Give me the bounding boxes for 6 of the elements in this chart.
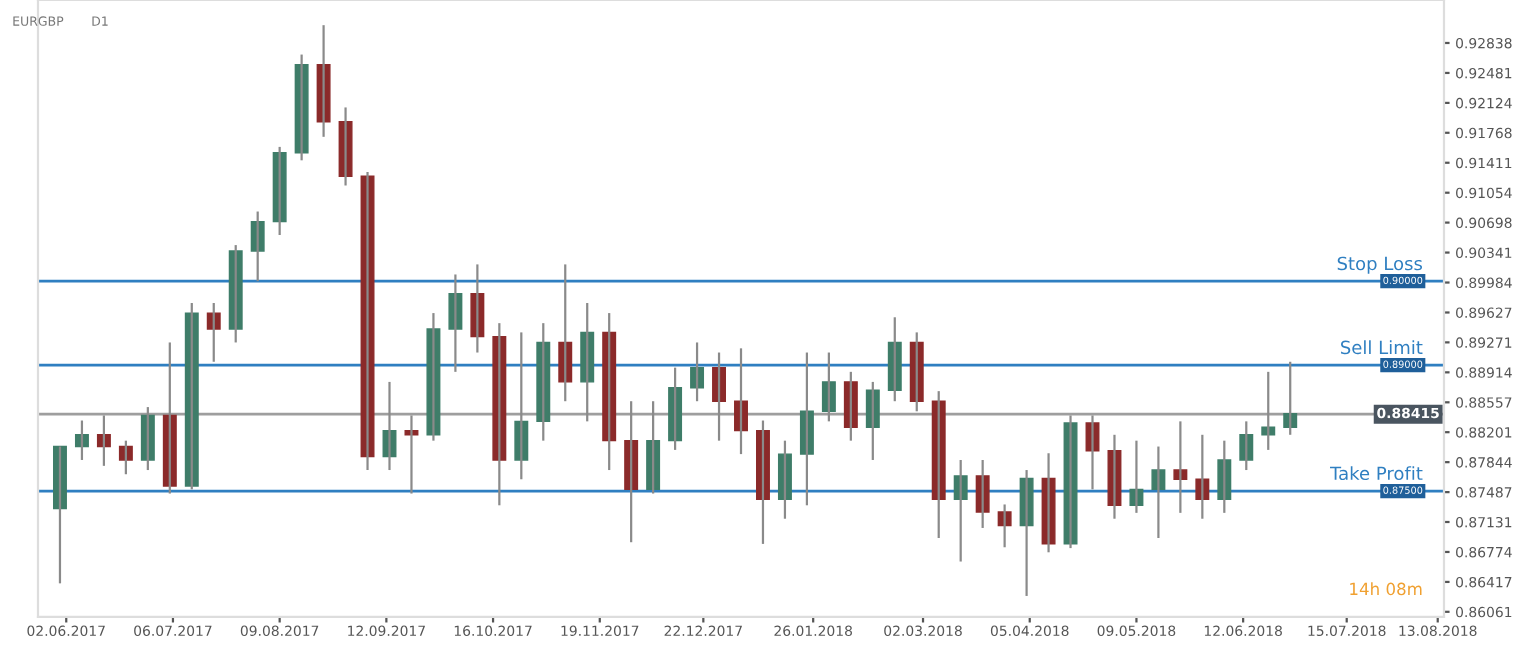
candlestick <box>206 301 221 363</box>
ref-line-label: Stop Loss <box>1337 256 1423 274</box>
annotation: 14h 08m <box>1350 582 1422 596</box>
ref-line-label: Take Profit <box>1330 466 1423 481</box>
candlestick <box>1173 420 1188 514</box>
ref-line-label: Sell Limit <box>1341 340 1423 355</box>
